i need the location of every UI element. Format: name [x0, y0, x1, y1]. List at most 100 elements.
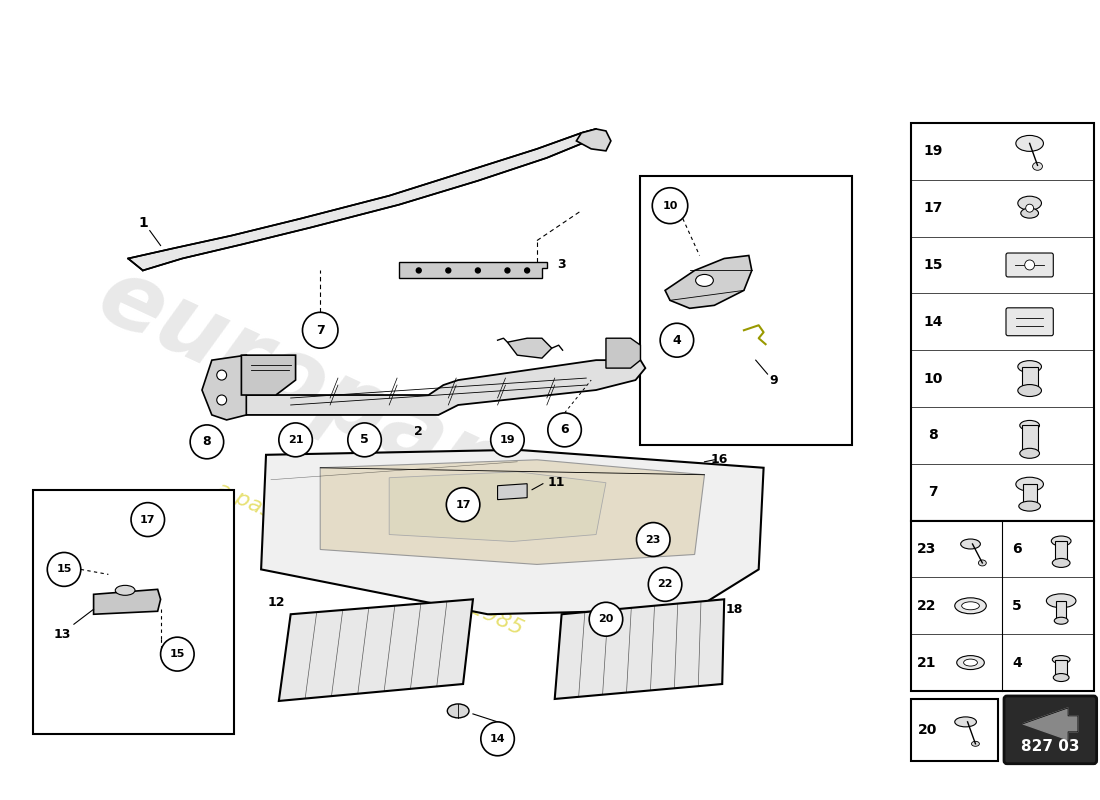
Circle shape: [1025, 260, 1035, 270]
Ellipse shape: [448, 704, 469, 718]
Circle shape: [278, 423, 312, 457]
Ellipse shape: [1054, 618, 1068, 624]
Polygon shape: [320, 460, 704, 565]
Text: europaparts: europaparts: [84, 250, 715, 610]
Polygon shape: [94, 590, 161, 614]
Text: 14: 14: [490, 734, 505, 744]
Text: 21: 21: [916, 655, 936, 670]
Circle shape: [652, 188, 688, 224]
Ellipse shape: [964, 659, 978, 666]
Ellipse shape: [1018, 385, 1042, 397]
FancyBboxPatch shape: [912, 699, 998, 761]
Circle shape: [131, 502, 165, 537]
Circle shape: [648, 567, 682, 602]
Text: 17: 17: [140, 514, 155, 525]
Text: 6: 6: [1012, 542, 1022, 556]
Ellipse shape: [955, 598, 987, 614]
Polygon shape: [399, 262, 547, 278]
Text: 4: 4: [672, 334, 681, 346]
Circle shape: [1025, 204, 1034, 212]
Polygon shape: [128, 129, 596, 270]
Polygon shape: [389, 472, 606, 542]
Circle shape: [302, 312, 338, 348]
FancyBboxPatch shape: [1055, 659, 1067, 678]
Ellipse shape: [1019, 501, 1041, 511]
Ellipse shape: [1015, 135, 1044, 151]
Text: 17: 17: [455, 500, 471, 510]
Circle shape: [447, 488, 480, 522]
Ellipse shape: [955, 717, 977, 727]
Text: 8: 8: [202, 435, 211, 448]
Circle shape: [416, 268, 421, 273]
Circle shape: [47, 553, 80, 586]
Text: 1: 1: [138, 216, 147, 230]
Ellipse shape: [971, 742, 979, 746]
Text: 19: 19: [923, 144, 943, 158]
Polygon shape: [1023, 708, 1078, 740]
Ellipse shape: [695, 274, 714, 286]
Circle shape: [217, 395, 227, 405]
FancyBboxPatch shape: [1006, 253, 1054, 277]
Text: 2: 2: [415, 426, 424, 438]
FancyBboxPatch shape: [1022, 426, 1037, 454]
Text: 20: 20: [598, 614, 614, 624]
Text: 7: 7: [928, 485, 938, 499]
Polygon shape: [241, 355, 296, 395]
Ellipse shape: [1046, 594, 1076, 608]
Ellipse shape: [1052, 536, 1071, 546]
Text: 4: 4: [1012, 655, 1022, 670]
Text: 5: 5: [360, 434, 368, 446]
Text: 13: 13: [54, 628, 70, 641]
Circle shape: [505, 268, 510, 273]
Text: 20: 20: [917, 723, 937, 737]
Text: 15: 15: [56, 565, 72, 574]
Text: 22: 22: [658, 579, 673, 590]
Polygon shape: [202, 355, 246, 420]
Text: a passion for parts since 1985: a passion for parts since 1985: [212, 479, 526, 639]
Text: 7: 7: [316, 324, 324, 337]
Polygon shape: [507, 338, 552, 358]
Circle shape: [491, 423, 525, 457]
Text: 15: 15: [923, 258, 943, 272]
Circle shape: [481, 722, 515, 756]
Circle shape: [548, 413, 581, 447]
Ellipse shape: [1015, 478, 1044, 491]
Ellipse shape: [1053, 558, 1070, 567]
Ellipse shape: [1054, 674, 1069, 682]
Text: 8: 8: [928, 428, 938, 442]
FancyBboxPatch shape: [1055, 541, 1067, 563]
Text: 15: 15: [169, 649, 185, 659]
Text: 21: 21: [288, 435, 304, 445]
Text: 23: 23: [916, 542, 936, 556]
Circle shape: [590, 602, 623, 636]
Circle shape: [525, 268, 529, 273]
FancyBboxPatch shape: [33, 490, 234, 734]
Ellipse shape: [961, 602, 979, 610]
Text: 14: 14: [923, 314, 943, 329]
Ellipse shape: [1033, 162, 1043, 170]
Polygon shape: [606, 338, 640, 368]
FancyBboxPatch shape: [1056, 601, 1066, 621]
Text: 12: 12: [267, 596, 285, 609]
Circle shape: [348, 423, 382, 457]
Text: 6: 6: [560, 423, 569, 436]
Polygon shape: [278, 599, 473, 701]
Ellipse shape: [1018, 361, 1042, 373]
Text: 10: 10: [662, 201, 678, 210]
FancyBboxPatch shape: [912, 521, 1093, 691]
Text: 5: 5: [1012, 598, 1022, 613]
Text: 22: 22: [916, 598, 936, 613]
Ellipse shape: [1020, 421, 1040, 430]
Circle shape: [475, 268, 481, 273]
FancyBboxPatch shape: [640, 176, 852, 445]
Circle shape: [637, 522, 670, 557]
Text: 9: 9: [769, 374, 778, 386]
Text: 10: 10: [923, 371, 943, 386]
Polygon shape: [241, 360, 646, 415]
Text: 11: 11: [548, 476, 565, 490]
Text: 827 03: 827 03: [1021, 739, 1079, 754]
Circle shape: [161, 637, 194, 671]
Text: 17: 17: [923, 201, 943, 215]
Ellipse shape: [116, 586, 135, 595]
Ellipse shape: [957, 656, 984, 670]
